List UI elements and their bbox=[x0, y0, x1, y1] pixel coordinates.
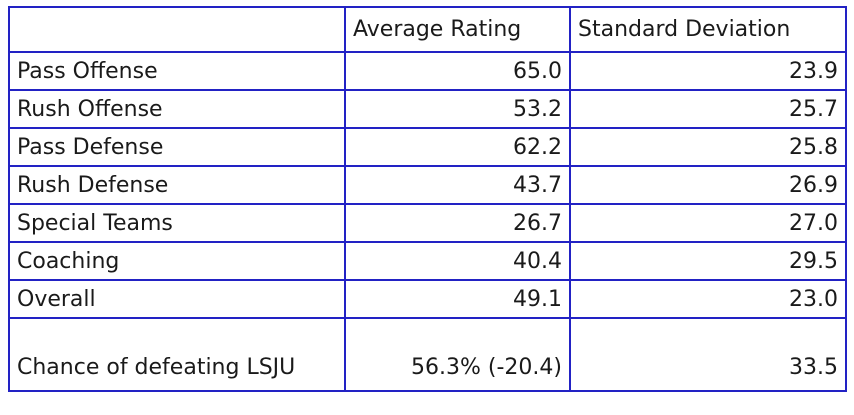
avg-rating-value: 62.2 bbox=[344, 127, 571, 167]
row-label: Pass Defense bbox=[8, 127, 346, 167]
avg-rating-value: 56.3% (-20.4) bbox=[344, 317, 571, 392]
row-label: Coaching bbox=[8, 241, 346, 281]
row-label: Overall bbox=[8, 279, 346, 319]
std-dev-value: 25.7 bbox=[569, 89, 847, 129]
std-dev-value: 23.9 bbox=[569, 51, 847, 91]
std-dev-value: 25.8 bbox=[569, 127, 847, 167]
table-row-chance-of-defeating-lsju: Chance of defeating LSJU 56.3% (-20.4) 3… bbox=[8, 317, 847, 392]
table-row-overall: Overall 49.1 23.0 bbox=[8, 279, 847, 319]
std-dev-value: 29.5 bbox=[569, 241, 847, 281]
header-average-rating: Average Rating bbox=[344, 6, 571, 53]
avg-rating-value: 26.7 bbox=[344, 203, 571, 243]
header-standard-deviation: Standard Deviation bbox=[569, 6, 847, 53]
std-dev-value: 23.0 bbox=[569, 279, 847, 319]
std-dev-value: 33.5 bbox=[569, 317, 847, 392]
avg-rating-value: 49.1 bbox=[344, 279, 571, 319]
row-label: Chance of defeating LSJU bbox=[8, 317, 346, 392]
table-row-pass-offense: Pass Offense 65.0 23.9 bbox=[8, 51, 847, 91]
std-dev-value: 27.0 bbox=[569, 203, 847, 243]
row-label: Pass Offense bbox=[8, 51, 346, 91]
table-row-pass-defense: Pass Defense 62.2 25.8 bbox=[8, 127, 847, 167]
header-empty bbox=[8, 6, 346, 53]
avg-rating-value: 43.7 bbox=[344, 165, 571, 205]
ratings-table: Average Rating Standard Deviation Pass O… bbox=[8, 6, 847, 392]
avg-rating-value: 40.4 bbox=[344, 241, 571, 281]
row-label: Special Teams bbox=[8, 203, 346, 243]
table-header-row: Average Rating Standard Deviation bbox=[8, 6, 847, 53]
avg-rating-value: 65.0 bbox=[344, 51, 571, 91]
table-row-special-teams: Special Teams 26.7 27.0 bbox=[8, 203, 847, 243]
row-label: Rush Offense bbox=[8, 89, 346, 129]
row-label: Rush Defense bbox=[8, 165, 346, 205]
table-row-rush-defense: Rush Defense 43.7 26.9 bbox=[8, 165, 847, 205]
table-row-coaching: Coaching 40.4 29.5 bbox=[8, 241, 847, 281]
avg-rating-value: 53.2 bbox=[344, 89, 571, 129]
std-dev-value: 26.9 bbox=[569, 165, 847, 205]
table-row-rush-offense: Rush Offense 53.2 25.7 bbox=[8, 89, 847, 129]
